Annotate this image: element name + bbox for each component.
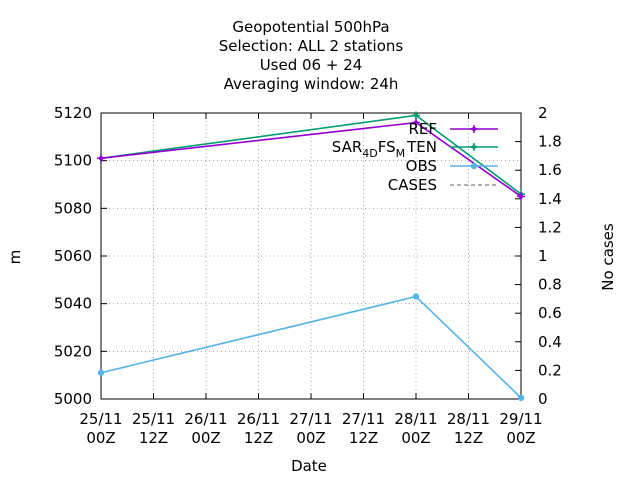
- x-tick-label: 12Z: [454, 429, 483, 447]
- x-tick-label: 12Z: [244, 429, 273, 447]
- y-tick-label: 5040: [54, 295, 92, 313]
- x-axis-label: Date: [291, 457, 327, 475]
- y2-tick-label: 1: [538, 247, 548, 265]
- y-tick-label: 5100: [54, 152, 92, 170]
- y2-tick-label: 0.6: [538, 304, 562, 322]
- data-point: [412, 293, 420, 300]
- legend-label: CASES: [388, 176, 437, 194]
- series-obs: [97, 293, 525, 402]
- chart-title-line: Used 06 + 24: [260, 56, 363, 74]
- x-tick-label: 26/11: [237, 410, 280, 428]
- x-tick-label: 12Z: [349, 429, 378, 447]
- x-tick-label: 00Z: [191, 429, 220, 447]
- x-axis: 25/1100Z25/1112Z26/1100Z26/1112Z27/1100Z…: [79, 113, 543, 447]
- x-tick-label: 27/11: [289, 410, 332, 428]
- y2-tick-label: 1.6: [538, 161, 562, 179]
- y-tick-label: 5020: [54, 342, 92, 360]
- series-ref: [97, 118, 525, 201]
- y-tick-label: 5120: [54, 104, 92, 122]
- data-point: [97, 369, 105, 376]
- legend-item: CASES: [388, 176, 498, 194]
- series-lines: [97, 111, 525, 402]
- x-tick-label: 28/11: [447, 410, 490, 428]
- data-point: [470, 162, 478, 170]
- y-axis: 5000 5020 5040 5060 5080 5100 5120: [54, 104, 107, 408]
- x-tick-label: 26/11: [184, 410, 227, 428]
- x-tick-label: 00Z: [506, 429, 535, 447]
- y2-tick-label: 2: [538, 104, 548, 122]
- x-tick-label: 00Z: [86, 429, 115, 447]
- y2-tick-label: 0.8: [538, 276, 562, 294]
- data-point: [517, 394, 525, 402]
- x-tick-label: 00Z: [401, 429, 430, 447]
- legend-item: OBS: [406, 157, 498, 175]
- y2-tick-label: 0: [538, 390, 548, 408]
- legend-label: SAR4DFSM TEN: [332, 138, 437, 160]
- legend-item: REF: [408, 120, 498, 138]
- data-point: [470, 143, 478, 151]
- y2-tick-label: 0.4: [538, 333, 562, 351]
- chart-title-line: Selection: ALL 2 stations: [219, 37, 404, 55]
- series-line: [100, 114, 522, 195]
- legend-label: REF: [408, 120, 437, 138]
- y-tick-label: 5060: [54, 247, 92, 265]
- series-line: [100, 295, 522, 399]
- y-tick-label: 5080: [54, 199, 92, 217]
- chart-title-line: Geopotential 500hPa: [232, 18, 389, 36]
- y2-tick-label: 1.2: [538, 218, 562, 236]
- x-tick-label: 28/11: [394, 410, 437, 428]
- x-tick-label: 12Z: [139, 429, 168, 447]
- x-tick-label: 29/11: [499, 410, 542, 428]
- y-tick-label: 5000: [54, 390, 92, 408]
- data-point: [412, 111, 420, 120]
- y2-axis-label: No cases: [599, 223, 617, 291]
- chart-title-line: Averaging window: 24h: [224, 75, 399, 93]
- grid: [101, 113, 521, 399]
- y2-axis: 0 0.2 0.4 0.6 0.8 1 1.2 1.4 1.6 1.8 2: [515, 104, 562, 408]
- legend-item: SAR4DFSM TEN: [332, 138, 498, 160]
- y2-tick-label: 0.2: [538, 361, 562, 379]
- x-tick-label: 00Z: [296, 429, 325, 447]
- x-tick-label: 25/11: [79, 410, 122, 428]
- data-point: [412, 118, 420, 127]
- data-point: [470, 125, 478, 133]
- y-axis-label: m: [6, 250, 24, 265]
- x-tick-label: 25/11: [132, 410, 175, 428]
- y2-tick-label: 1.4: [538, 190, 562, 208]
- legend-label: OBS: [406, 157, 437, 175]
- y2-tick-label: 1.8: [538, 133, 562, 151]
- data-point: [97, 154, 105, 163]
- x-tick-label: 27/11: [342, 410, 385, 428]
- data-point: [517, 192, 525, 201]
